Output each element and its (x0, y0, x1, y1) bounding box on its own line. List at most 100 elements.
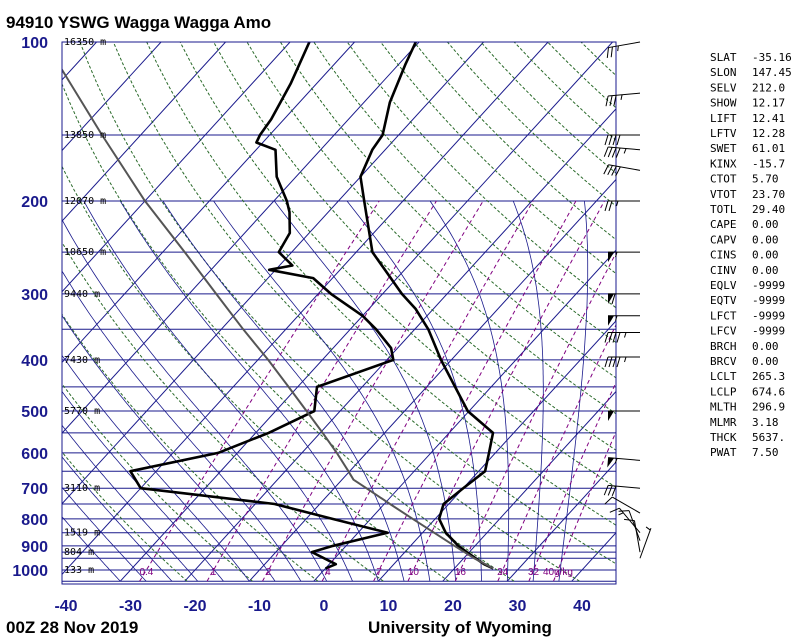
isotherm-line (62, 42, 420, 434)
dewpoint-profile (129, 42, 395, 570)
index-name: LCLP (710, 385, 737, 398)
moist-adiabat (62, 456, 173, 582)
mixing-ratio-label: 4 (325, 567, 331, 578)
mixing-ratio-line (497, 323, 616, 582)
height-label: 5770 m (64, 406, 100, 417)
pressure-tick-label: 800 (21, 512, 48, 529)
dry-adiabat (112, 42, 616, 565)
index-value: -15.7 (752, 157, 785, 170)
wind-barb (605, 92, 641, 107)
temperature-axis: -40 -30 -20 -10 0 10 20 30 40 (54, 598, 591, 615)
plot-frame (61, 41, 617, 585)
moist-adiabat (346, 200, 482, 582)
height-label: 804 m (64, 547, 94, 558)
dry-adiabat (62, 383, 253, 582)
index-name: CAPV (710, 233, 737, 246)
wind-barb (604, 332, 640, 343)
pressure-tick-label: 400 (21, 353, 48, 370)
wind-barb (639, 526, 652, 559)
isotherm-line (248, 178, 616, 582)
moist-adiabat (62, 270, 302, 582)
temperature-tick-label: 40 (573, 598, 591, 615)
moist-adiabat (62, 424, 198, 582)
index-name: EQLV (710, 279, 737, 292)
height-label: 7430 m (64, 355, 100, 366)
isotherm-line (62, 42, 549, 576)
isotherm-line (442, 390, 616, 582)
index-name: PWAT (710, 446, 737, 459)
index-value: 212.0 (752, 81, 785, 94)
wind-barb (604, 496, 641, 514)
wind-barb (607, 457, 641, 468)
mixing-ratio-line (206, 200, 437, 582)
index-value: 296.9 (752, 401, 785, 414)
temperature-tick-label: 0 (320, 598, 329, 615)
index-name: THCK (710, 431, 737, 444)
dry-adiabat (62, 241, 384, 582)
wind-barb (608, 315, 640, 326)
index-name: SLAT (710, 51, 737, 64)
wind-barb (608, 410, 640, 422)
mixing-ratio-label: 24 (497, 567, 509, 578)
index-value: -9999 (752, 294, 785, 307)
index-name: LFTV (710, 127, 737, 140)
index-value: 12.17 (752, 97, 785, 110)
mixing-ratio-label: 2 (266, 567, 272, 578)
wind-barbs (603, 41, 652, 559)
moist-adiabat (83, 200, 353, 582)
isotherm-line (313, 249, 616, 582)
isotherm-line (62, 42, 97, 81)
chart-title: 94910 YSWG Wagga Wagga Amo (6, 13, 271, 32)
pressure-tick-label: 900 (21, 539, 48, 556)
moist-adiabat (119, 200, 379, 582)
source-label: University of Wyoming (368, 618, 552, 637)
height-label: 10650 m (64, 247, 106, 258)
index-name: CTOT (710, 173, 737, 186)
height-label: 3110 m (64, 483, 100, 494)
index-name: VTOT (710, 188, 737, 201)
index-name: SELV (710, 81, 737, 94)
wind-barb (603, 146, 641, 158)
height-label: 1519 m (64, 528, 100, 539)
index-value: 23.70 (752, 188, 785, 201)
temperature-tick-label: 10 (380, 598, 398, 615)
dry-adiabat (146, 42, 616, 526)
height-label: 9440 m (64, 289, 100, 300)
isotherm-line (62, 42, 291, 293)
index-name: LIFT (710, 112, 737, 125)
pressure-tick-label: 600 (21, 446, 48, 463)
index-name: LFCT (710, 309, 737, 322)
mixing-ratio-line (553, 430, 616, 582)
dry-adiabat (62, 451, 188, 582)
background-grid (62, 42, 616, 582)
mixing-ratio-label: 7 (376, 567, 382, 578)
pressure-tick-label: 500 (21, 404, 48, 421)
moist-adiabat (62, 390, 224, 582)
index-value: 29.40 (752, 203, 785, 216)
index-value: 3.18 (752, 416, 779, 429)
dry-adiabat (279, 42, 616, 379)
pressure-tick-label: 100 (21, 35, 48, 52)
dry-adiabat (179, 42, 616, 488)
moist-adiabat (429, 200, 510, 582)
index-value: 265.3 (752, 370, 785, 383)
temperature-tick-label: -10 (248, 598, 271, 615)
pressure-tick-label: 1000 (12, 563, 48, 580)
mixing-ratio-line (321, 200, 534, 582)
index-value: -35.16 (752, 51, 792, 64)
mixing-ratio-line (454, 251, 616, 582)
pressure-axis: 100 200 300 400 500 600 700 800 900 1000 (12, 35, 48, 580)
pressure-tick-label: 700 (21, 481, 48, 498)
temperature-profile (359, 42, 495, 570)
isotherm-line (62, 42, 355, 364)
dry-adiabat (62, 165, 449, 582)
wind-barb (604, 356, 640, 368)
moist-adiabat (62, 218, 328, 582)
wind-barb (624, 518, 641, 553)
isotherm-line (184, 108, 616, 582)
mixing-ratio-line (528, 381, 616, 582)
stability-indices: SLAT -35.16 SLON 147.45 SELV 212.0 SHOW 12.17 LI… (710, 51, 792, 459)
dry-adiabat (62, 313, 319, 582)
temperature-tick-label: 30 (509, 598, 527, 615)
wind-barb (604, 134, 640, 146)
